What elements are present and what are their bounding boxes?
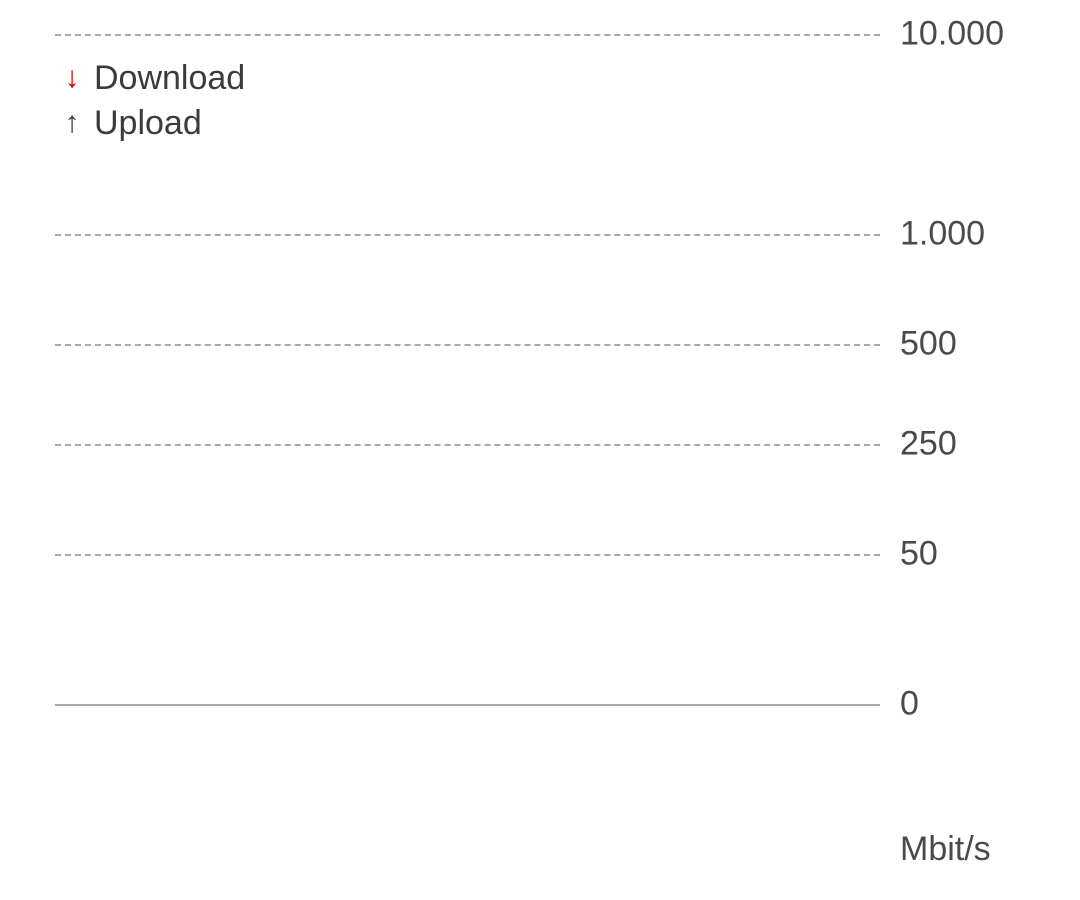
chart-legend: ↓ Download ↑ Upload — [60, 58, 245, 144]
ytick-label-0: 0 — [900, 685, 919, 724]
ytick-label-50: 50 — [900, 534, 938, 573]
speed-chart: ↓ Download ↑ Upload Mbit/s 10.000 1.000 50… — [0, 0, 1080, 900]
ytick-label-10000: 10.000 — [900, 15, 1004, 54]
legend-item-upload: ↑ Upload — [60, 103, 245, 144]
upload-arrow-icon: ↑ — [60, 105, 84, 141]
legend-item-download: ↓ Download — [60, 58, 245, 99]
ytick-label-250: 250 — [900, 425, 957, 464]
ytick-label-500: 500 — [900, 325, 957, 364]
legend-label-download: Download — [94, 58, 245, 99]
ytick-label-1000: 1.000 — [900, 214, 985, 253]
y-axis-unit: Mbit/s — [900, 830, 991, 869]
legend-label-upload: Upload — [94, 103, 202, 144]
download-arrow-icon: ↓ — [60, 60, 84, 96]
gridline-0 — [55, 704, 880, 706]
gridline-500 — [55, 344, 880, 346]
gridline-50 — [55, 554, 880, 556]
gridline-1000 — [55, 234, 880, 236]
gridline-10000 — [55, 34, 880, 36]
gridline-250 — [55, 444, 880, 446]
